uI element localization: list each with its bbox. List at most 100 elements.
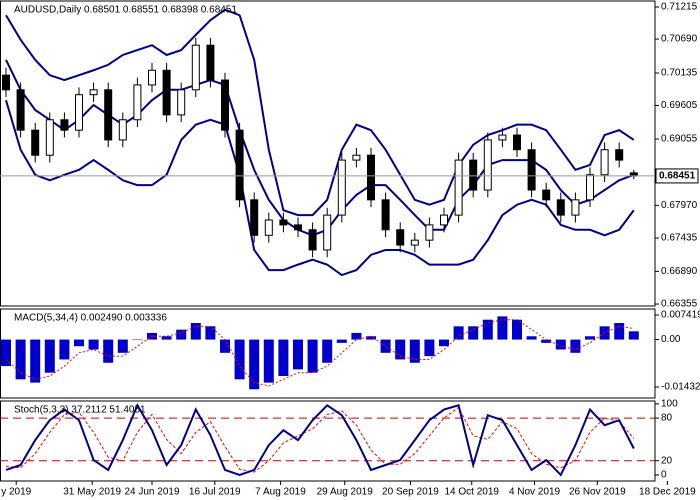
candle-body [294, 224, 302, 231]
x-tick-label: 20 Sep 2019 [382, 487, 439, 498]
macd-bar [409, 339, 420, 363]
y-tick-label: 0.70135 [661, 68, 698, 79]
current-price-label: 0.68451 [659, 171, 696, 182]
macd-signal [5, 319, 634, 387]
candle-body [31, 129, 40, 156]
macd-bar [278, 339, 289, 377]
candle-body [45, 119, 54, 156]
y-tick-label: 0.00 [661, 334, 681, 345]
candle-body [367, 154, 375, 201]
candle-body [527, 149, 536, 191]
macd-bar [614, 323, 625, 340]
macd-bar [59, 339, 70, 360]
macd-bar [585, 336, 595, 340]
candle-body [469, 159, 478, 191]
candle-body [352, 154, 361, 161]
panel-title: Stoch(5,3,3) 37.2112 51.4051 [14, 405, 146, 416]
candle-body [454, 159, 463, 216]
y-tick-label: -0.014322 [661, 382, 700, 393]
macd-bar [366, 336, 376, 340]
candle-body [60, 119, 69, 131]
candle-body [600, 149, 609, 176]
x-tick-label: 24 Jun 2019 [124, 487, 179, 498]
x-tick-label: 4 Nov 2019 [509, 487, 561, 498]
macd-bar [293, 339, 303, 370]
x-tick-label: 7 Aug 2019 [255, 487, 306, 498]
macd-bar [117, 339, 128, 353]
candle-body [337, 159, 346, 216]
y-tick-label: 0.69055 [661, 134, 698, 145]
bollinger-middle [5, 59, 635, 237]
candle-body [2, 74, 10, 91]
y-tick-label: 0 [661, 470, 667, 481]
x-tick-label: y 2019 [1, 487, 31, 498]
x-tick-label: 14 Oct 2019 [444, 487, 499, 498]
macd-bar [468, 326, 479, 340]
macd-bar [497, 316, 508, 340]
x-tick-label: 16 Jul 2019 [189, 487, 241, 498]
macd-bar [541, 339, 552, 343]
macd-bar [15, 339, 26, 380]
panel-title: MACD(5,34,4) 0.002490 0.003336 [14, 313, 167, 324]
panel-frame [0, 400, 656, 482]
macd-bar [628, 331, 639, 340]
macd-bar [322, 339, 333, 363]
x-tick-label: 26 Nov 2019 [569, 487, 626, 498]
macd-bar [336, 339, 347, 343]
macd-bar [30, 339, 41, 383]
candle-body [206, 44, 215, 81]
macd-bar [439, 339, 449, 347]
y-tick-label: 100 [661, 398, 678, 409]
candle-body [308, 229, 317, 251]
y-tick-label: 0.66890 [661, 266, 698, 277]
candle-body [89, 89, 98, 96]
candle-body [571, 199, 580, 216]
macd-bar [161, 336, 172, 340]
bollinger-upper [5, 8, 635, 217]
candle-body [586, 174, 594, 201]
macd-bar [103, 339, 114, 363]
candle-body [542, 189, 551, 201]
bollinger-lower [5, 99, 635, 277]
macd-bar [512, 319, 522, 340]
y-tick-label: 20 [661, 455, 673, 466]
macd-bar [44, 339, 55, 373]
candle-body [323, 214, 332, 251]
candle-body [483, 139, 492, 191]
macd-bar [263, 339, 274, 383]
current-price-box [655, 168, 699, 184]
candle-body [148, 69, 156, 86]
y-tick-label: 0.70690 [661, 34, 698, 45]
candle-body [410, 239, 419, 246]
candle-body [16, 89, 25, 131]
x-tick-label: 18 Dec 2019 [639, 487, 696, 498]
macd-bar [88, 339, 99, 350]
candle-body [264, 219, 273, 236]
macd-bar [424, 339, 435, 357]
macd-bar [190, 323, 201, 340]
panel-title: AUDUSD,Daily 0.68501 0.68551 0.68398 0.6… [14, 5, 237, 16]
candle-body [440, 214, 448, 226]
candle-body [396, 229, 405, 246]
macd-bar [307, 339, 318, 373]
macd-bar [205, 326, 216, 340]
candle-body [250, 199, 259, 236]
macd-bar [395, 339, 406, 360]
y-tick-label: 0.71215 [661, 2, 698, 13]
candle-body [235, 129, 244, 201]
candle-body [162, 69, 171, 116]
macd-bar [351, 332, 362, 340]
y-tick-label: 80 [661, 413, 673, 424]
candle-body [498, 134, 507, 141]
macd-bar [176, 329, 187, 340]
candle-body [221, 79, 229, 131]
macd-bar [74, 339, 84, 347]
candle-body [104, 89, 113, 141]
macd-bar [234, 339, 245, 380]
x-tick-label: 29 Aug 2019 [317, 487, 374, 498]
macd-bar [555, 339, 566, 350]
panel-frame [0, 0, 656, 307]
candle-body [118, 119, 127, 141]
